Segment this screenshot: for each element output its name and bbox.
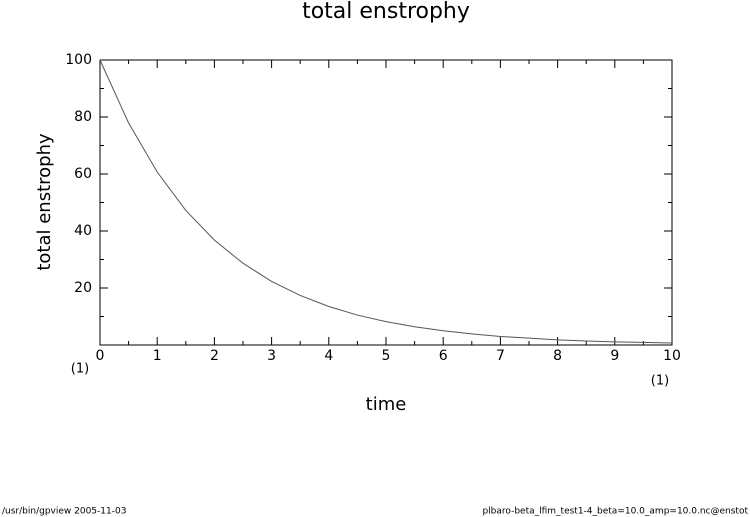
plot-frame <box>99 59 673 346</box>
footer-right: plbaro-beta_lfim_test1-4_beta=10.0_amp=1… <box>482 507 748 517</box>
y-tick-label: 100 <box>65 52 92 68</box>
x-tick-label: 4 <box>324 348 333 364</box>
y-axis-label: total enstrophy <box>34 133 55 271</box>
data-line <box>99 59 673 344</box>
x-tick-label: 8 <box>553 348 562 364</box>
x-tick-label: 3 <box>267 348 276 364</box>
x-unit-label: (1) <box>71 362 89 377</box>
x-tick-label: 2 <box>210 348 219 364</box>
y-tick-label: 40 <box>74 223 92 239</box>
x-tick-label: 1 <box>153 348 162 364</box>
x-tick-label: 10 <box>663 348 681 364</box>
x-tick-label: 9 <box>610 348 619 364</box>
y-tick-label: 80 <box>74 109 92 125</box>
footer-left: /usr/bin/gpview 2005-11-03 <box>2 507 126 517</box>
x-tick-label: 7 <box>496 348 505 364</box>
x-tick-label: 6 <box>439 348 448 364</box>
y-tick-label: 20 <box>74 280 92 296</box>
chart-title: total enstrophy <box>302 0 470 24</box>
x-tick-label: 0 <box>96 348 105 364</box>
x-unit-label: (1) <box>651 374 669 389</box>
x-tick-label: 5 <box>382 348 391 364</box>
x-axis-label: time <box>366 394 407 415</box>
y-tick-label: 60 <box>74 166 92 182</box>
